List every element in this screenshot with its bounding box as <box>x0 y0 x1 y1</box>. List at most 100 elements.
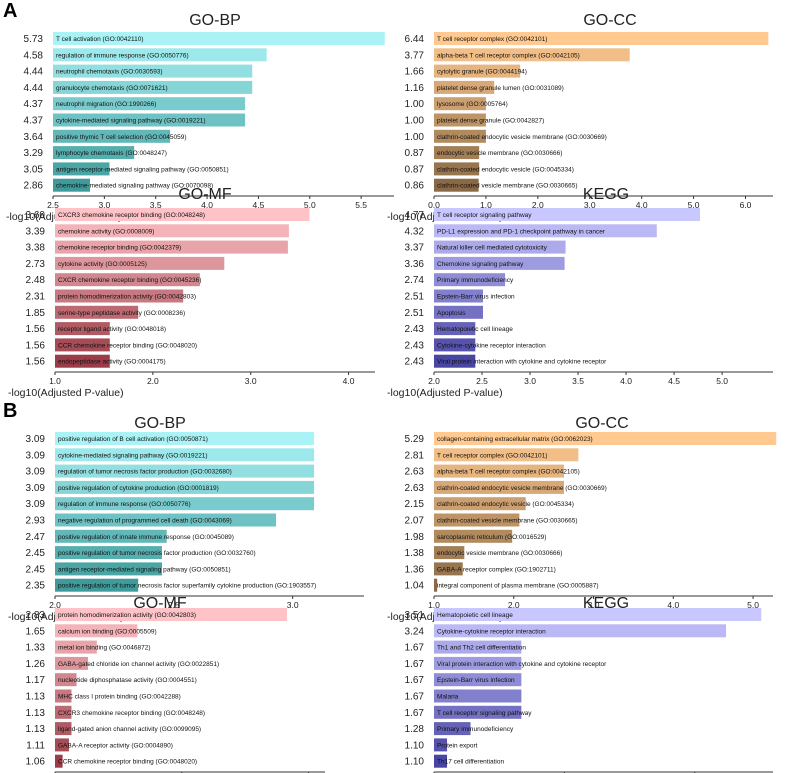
bar <box>434 738 448 752</box>
bar <box>55 608 287 621</box>
category-label: CCR chemokine receptor binding (GO:00480… <box>58 342 197 349</box>
bar <box>434 113 486 127</box>
bar <box>55 578 139 592</box>
category-label: MHC class I protein binding (GO:0042288) <box>58 694 181 701</box>
value-label: 3.09 <box>26 467 46 478</box>
x-tick-label: 3.0 <box>584 200 596 210</box>
category-label: T cell activation (GO:0042110) <box>56 36 144 43</box>
bar <box>55 562 162 576</box>
bar <box>434 354 476 368</box>
category-label: regulation of immune response (GO:005077… <box>56 52 189 59</box>
bar <box>53 178 90 192</box>
category-label: Primary immunodeficiency <box>437 726 514 733</box>
bar <box>55 673 77 687</box>
chart-a-go-bp: GO-BP 5.73 T cell activation (GO:0042110) 4… <box>6 12 394 223</box>
panel-label-a: A <box>3 0 17 22</box>
value-label: 1.11 <box>26 740 45 751</box>
category-label: Epstein-Barr virus infection <box>437 294 515 301</box>
bar <box>434 624 727 638</box>
value-label: 3.09 <box>26 450 46 461</box>
bar <box>434 146 480 160</box>
bar <box>55 689 72 703</box>
category-label: CXCR chemokine receptor binding (GO:0045… <box>58 277 201 284</box>
bar <box>434 754 448 768</box>
bar <box>55 513 277 527</box>
category-label: GABA-gated chloride ion channel activity… <box>58 661 219 668</box>
value-label: 1.67 <box>405 708 425 719</box>
x-tick-label: 2.0 <box>508 600 520 610</box>
value-label: 1.13 <box>26 724 46 735</box>
x-tick-label: 5.5 <box>355 200 367 210</box>
value-label: 2.73 <box>26 259 46 270</box>
bar <box>434 80 495 94</box>
bar <box>55 529 167 543</box>
value-label: 1.10 <box>405 757 425 768</box>
value-label: 2.51 <box>405 308 425 319</box>
bar <box>55 464 315 478</box>
x-tick-label: 4.0 <box>620 376 632 386</box>
category-label: Primary immunodeficiency <box>437 277 514 284</box>
value-label: 1.00 <box>405 116 425 127</box>
category-label: platelet dense granule lumen (GO:0031089… <box>437 85 564 92</box>
category-label: positive regulation of cytokine producti… <box>58 485 219 492</box>
chart-b-go-mf: GO-MF 2.83 protein homodimerization activi… <box>26 595 325 773</box>
bar <box>434 224 657 238</box>
bar <box>53 48 267 62</box>
value-label: 1.67 <box>405 692 425 703</box>
category-label: integral component of plasma membrane (G… <box>437 583 599 590</box>
bar <box>434 273 506 287</box>
category-label: GABA-A receptor complex (GO:1902711) <box>437 566 556 573</box>
value-label: 1.13 <box>26 708 46 719</box>
chart-title: KEGG <box>583 595 629 612</box>
category-label: cytolytic granule (GO:0044194) <box>437 69 527 76</box>
value-label: 4.37 <box>24 99 44 110</box>
x-tick-label: 4.0 <box>201 200 213 210</box>
category-label: neutrophil chemotaxis (GO:0030593) <box>56 69 163 76</box>
value-label: 4.44 <box>24 83 44 94</box>
chart-title: GO-CC <box>575 415 628 432</box>
value-label: 1.33 <box>26 643 46 654</box>
category-label: T cell receptor complex (GO:0042101) <box>437 452 547 459</box>
x-tick-label: 4.0 <box>343 376 355 386</box>
value-label: 3.09 <box>26 483 46 494</box>
value-label: 1.66 <box>405 67 425 78</box>
value-label: 1.67 <box>405 643 425 654</box>
value-label: 4.77 <box>405 210 425 221</box>
bar <box>55 640 97 654</box>
bar <box>55 656 88 670</box>
bar <box>434 513 520 527</box>
x-tick-label: 3.0 <box>287 600 299 610</box>
value-label: 4.58 <box>24 50 44 61</box>
value-label: 3.51 <box>405 610 425 621</box>
value-label: 2.45 <box>26 564 46 575</box>
value-label: 2.81 <box>405 450 425 461</box>
category-label: collagen-containing extracellular matrix… <box>437 436 593 443</box>
value-label: 3.29 <box>24 148 44 159</box>
chart-b-kegg: KEGG 3.51 Hematopoietic cell lineage 3.24 Cy… <box>405 595 773 773</box>
chart-title: GO-CC <box>583 12 636 29</box>
value-label: 1.98 <box>405 532 425 543</box>
chart-b-go-cc: GO-CC 5.29 collagen-containing extracellul… <box>387 415 777 623</box>
category-label: cytokine-mediated signaling pathway (GO:… <box>56 118 206 125</box>
chart-title: GO-BP <box>189 12 241 29</box>
category-label: Viral protein interaction with cytokine … <box>437 359 607 366</box>
category-label: Malaria <box>437 694 459 701</box>
bar <box>55 224 289 238</box>
category-label: Chemokine signaling pathway <box>437 261 524 268</box>
chart-a-go-cc: GO-CC 6.44 T cell receptor complex (GO:004… <box>387 12 773 223</box>
x-tick-label: 2.0 <box>532 200 544 210</box>
value-label: 1.17 <box>26 675 46 686</box>
x-tick-label: 1.0 <box>480 200 492 210</box>
value-label: 2.48 <box>26 275 46 286</box>
bar <box>55 240 288 254</box>
bar <box>55 256 225 270</box>
category-label: CXCR3 chemokine receptor binding (GO:004… <box>58 710 205 717</box>
value-label: 6.44 <box>405 34 425 45</box>
value-label: 1.06 <box>26 757 46 768</box>
category-label: clathrin-coated endocytic vesicle (GO:00… <box>437 501 574 508</box>
value-label: 3.37 <box>405 243 425 254</box>
category-label: platelet dense granule (GO:0042827) <box>437 118 544 125</box>
category-label: chemokine-mediated signaling pathway (GO… <box>56 183 213 190</box>
category-label: endocytic vesicle membrane (GO:0030666) <box>437 150 562 157</box>
x-tick-label: 0.0 <box>428 200 440 210</box>
